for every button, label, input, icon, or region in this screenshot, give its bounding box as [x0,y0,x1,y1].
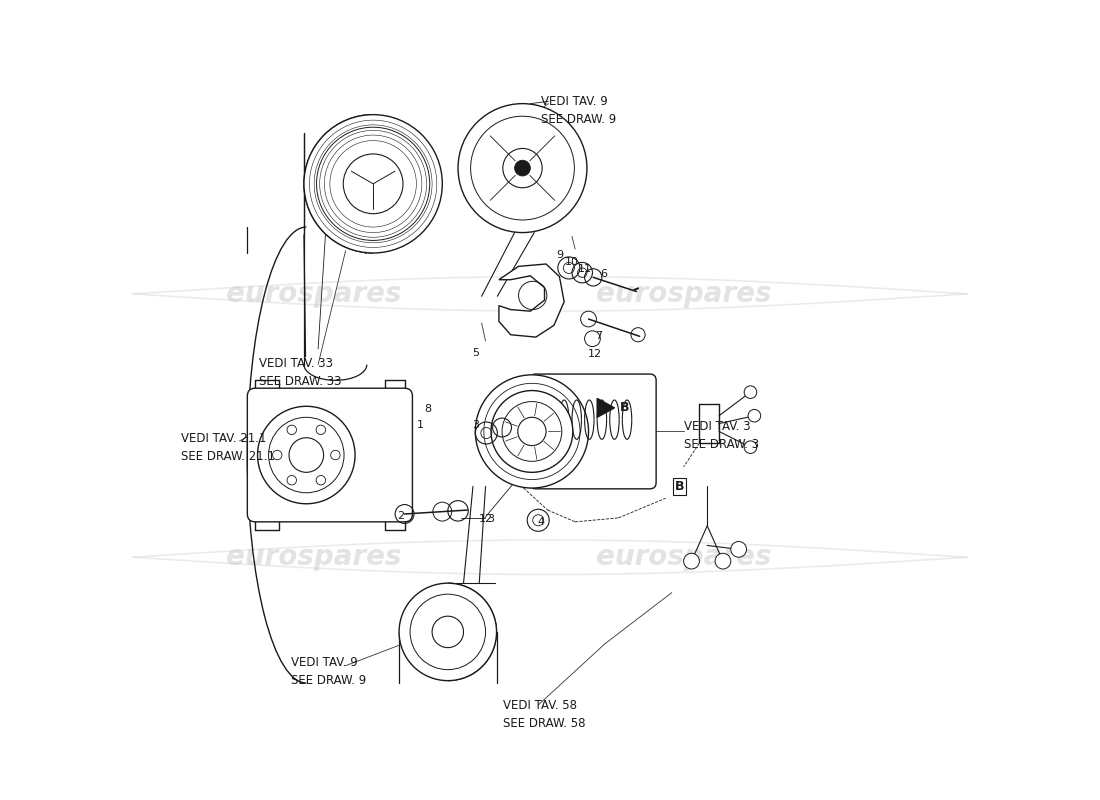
Text: 1: 1 [417,420,424,430]
Text: eurospares: eurospares [596,543,771,571]
Text: 12: 12 [478,514,493,525]
Text: eurospares: eurospares [596,280,771,308]
Text: 3: 3 [472,420,478,430]
Circle shape [399,583,496,681]
Circle shape [317,127,430,241]
Ellipse shape [353,130,425,174]
Ellipse shape [353,162,425,206]
Polygon shape [499,264,564,337]
Circle shape [491,390,573,472]
Text: eurospares: eurospares [227,280,402,308]
Circle shape [372,123,390,142]
Circle shape [475,375,588,488]
FancyBboxPatch shape [529,374,656,489]
Text: 7: 7 [595,330,603,341]
Text: 12: 12 [587,350,602,359]
Circle shape [410,594,485,670]
Circle shape [683,554,700,569]
Text: 3: 3 [487,514,495,525]
Text: VEDI TAV. 9
SEE DRAW. 9: VEDI TAV. 9 SEE DRAW. 9 [540,95,616,126]
Circle shape [745,441,757,454]
Circle shape [745,386,757,398]
Text: 9: 9 [557,250,564,259]
Text: 8: 8 [425,405,431,414]
Circle shape [304,114,442,253]
Text: 6: 6 [600,270,607,279]
Circle shape [289,438,323,472]
Circle shape [503,149,542,188]
Text: 4: 4 [537,517,544,527]
Circle shape [518,418,546,446]
Circle shape [471,116,574,220]
Text: 2: 2 [397,511,404,522]
FancyBboxPatch shape [248,388,412,522]
Circle shape [376,128,386,138]
Circle shape [268,418,344,493]
Circle shape [432,616,463,648]
Circle shape [730,542,747,558]
Circle shape [343,154,403,214]
Text: VEDI TAV. 9
SEE DRAW. 9: VEDI TAV. 9 SEE DRAW. 9 [290,656,366,686]
Circle shape [257,406,355,504]
Circle shape [715,554,730,569]
Text: VEDI TAV. 33
SEE DRAW. 33: VEDI TAV. 33 SEE DRAW. 33 [260,357,342,388]
Text: 10: 10 [565,258,579,267]
Circle shape [748,410,761,422]
Text: B: B [675,480,684,493]
Text: VEDI TAV. 3
SEE DRAW. 3: VEDI TAV. 3 SEE DRAW. 3 [683,420,759,451]
Text: VEDI TAV. 21.1
SEE DRAW. 21.1: VEDI TAV. 21.1 SEE DRAW. 21.1 [180,432,275,462]
Polygon shape [597,398,615,418]
Circle shape [484,383,580,479]
Text: 11: 11 [578,264,592,274]
Text: VEDI TAV. 58
SEE DRAW. 58: VEDI TAV. 58 SEE DRAW. 58 [503,699,585,730]
Circle shape [502,402,562,462]
Text: 5: 5 [472,348,478,358]
Text: B: B [620,402,629,414]
Text: eurospares: eurospares [227,543,402,571]
Circle shape [515,160,530,176]
Circle shape [458,104,587,233]
